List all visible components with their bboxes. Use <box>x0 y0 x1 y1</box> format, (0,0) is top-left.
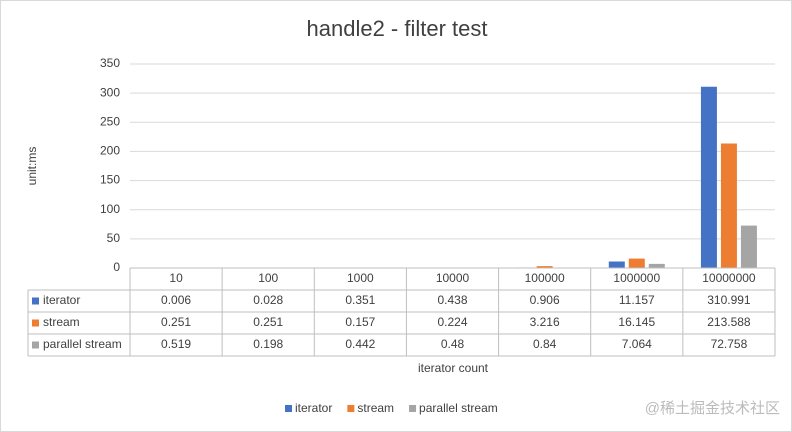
table-cell: 0.224 <box>437 315 467 329</box>
y-tick-label: 200 <box>100 144 120 158</box>
table-cell: 16.145 <box>618 315 655 329</box>
table-cell: 0.438 <box>437 293 467 307</box>
table-cell: 3.216 <box>530 315 560 329</box>
table-legend-swatch <box>32 297 39 305</box>
legend-label: parallel stream <box>419 401 498 415</box>
table-cell: 0.251 <box>161 315 191 329</box>
y-tick-label: 350 <box>100 56 120 70</box>
table-cell: 0.442 <box>345 337 375 351</box>
y-tick-label: 250 <box>100 114 120 128</box>
bar <box>700 86 717 269</box>
bar <box>628 258 645 268</box>
x-tick-label: 1000000 <box>613 271 660 285</box>
bar <box>536 266 553 268</box>
legend-swatch <box>347 405 355 412</box>
table-legend-swatch <box>32 341 39 349</box>
table-cell: 72.758 <box>711 337 748 351</box>
table-cell: 0.251 <box>253 315 283 329</box>
y-axis-label: unit:ms <box>25 147 39 186</box>
bar <box>648 263 665 268</box>
y-tick-label: 300 <box>100 85 120 99</box>
table-cell: 0.906 <box>530 293 560 307</box>
legend-swatch <box>285 405 292 412</box>
x-tick-label: 10000 <box>436 271 470 285</box>
x-tick-label: 100000 <box>525 271 565 285</box>
table-cell: 0.519 <box>161 337 191 351</box>
table-cell: 7.064 <box>622 337 652 351</box>
table-cell: 0.48 <box>441 337 465 351</box>
table-cell: 0.84 <box>533 337 557 351</box>
watermark: @稀土掘金技术社区 <box>645 400 780 417</box>
table-cell: 213.588 <box>707 315 751 329</box>
legend-swatch <box>409 405 417 412</box>
table-cell: 0.157 <box>345 315 375 329</box>
table-series-name: stream <box>43 315 80 329</box>
legend-label: iterator <box>295 401 332 415</box>
table-cell: 0.028 <box>253 293 283 307</box>
table-legend-swatch <box>32 319 39 327</box>
x-tick-label: 10000000 <box>702 271 756 285</box>
x-axis-label: iterator count <box>418 361 489 375</box>
table-cell: 0.198 <box>253 337 283 351</box>
y-tick-label: 0 <box>113 260 120 274</box>
table-cell: 11.157 <box>619 293 655 307</box>
bar <box>720 143 737 268</box>
table-cell: 310.991 <box>707 293 751 307</box>
y-tick-label: 150 <box>100 173 120 187</box>
legend-label: stream <box>357 401 394 415</box>
table-cell: 0.351 <box>345 293 375 307</box>
x-tick-label: 1000 <box>347 271 374 285</box>
x-tick-label: 10 <box>169 271 183 285</box>
y-tick-label: 100 <box>100 202 120 216</box>
table-series-name: parallel stream <box>43 337 122 351</box>
table-series-name: iterator <box>43 293 80 307</box>
table-cell: 0.006 <box>161 293 191 307</box>
chart-title: handle2 - filter test <box>307 16 488 41</box>
y-tick-label: 50 <box>107 231 121 245</box>
bar <box>740 225 757 268</box>
bar <box>608 261 625 268</box>
x-tick-label: 100 <box>258 271 278 285</box>
